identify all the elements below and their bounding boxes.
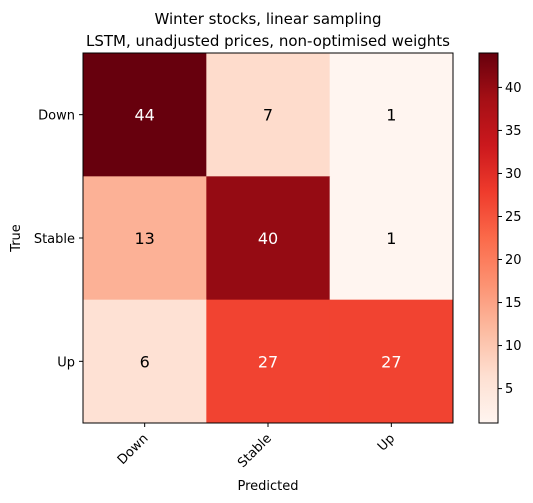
cell-value-label: 27	[381, 352, 401, 371]
cell-value-label: 13	[134, 229, 154, 248]
cell-value-label: 6	[140, 352, 150, 371]
heatmap-cell	[83, 53, 207, 177]
colorbar	[478, 52, 499, 424]
cell-value-label: 7	[263, 106, 273, 125]
heatmap-cell	[206, 299, 331, 424]
chart-title-line-1: Winter stocks, linear sampling	[154, 10, 381, 28]
heatmap-cell	[329, 299, 454, 424]
colorbar-ticks: 5 10 15 20 25 30 35 40	[498, 81, 522, 397]
colorbar-tick-label: 30	[505, 167, 522, 182]
cell-value-label: 1	[386, 229, 396, 248]
colorbar-tick-label: 20	[505, 253, 522, 268]
heatmap-cell	[206, 176, 331, 301]
heatmap-cell	[329, 53, 454, 177]
y-tick-label: Stable	[34, 232, 75, 247]
x-tick-label: Up	[375, 431, 398, 454]
heatmap-cell	[206, 53, 331, 177]
cell-value-label: 27	[258, 352, 278, 371]
heatmap-cell	[329, 176, 454, 301]
heatmap-cell	[83, 176, 207, 301]
colorbar-tick-label: 5	[505, 382, 513, 397]
x-tick-label: Stable	[235, 431, 275, 471]
x-tick-label: Down	[115, 431, 152, 468]
y-axis-ticks: Down Stable Up	[34, 109, 83, 370]
colorbar-tick-label: 35	[505, 124, 522, 139]
cell-value-label: 1	[386, 106, 396, 125]
colorbar-tick-label: 15	[505, 296, 522, 311]
x-axis-ticks: Down Stable Up	[115, 423, 398, 471]
colorbar-tick-label: 40	[505, 81, 522, 96]
heatmap-cells: 44 7 1 13 40 1 6 27 27	[83, 53, 454, 424]
colorbar-tick-label: 25	[505, 210, 522, 225]
y-axis-label: True	[9, 224, 24, 253]
y-tick-label: Down	[38, 109, 75, 124]
colorbar-tick-label: 10	[505, 339, 522, 354]
cell-value-label: 40	[258, 229, 278, 248]
x-axis-label: Predicted	[237, 479, 298, 494]
y-tick-label: Up	[57, 355, 75, 370]
heatmap-cell	[83, 299, 207, 424]
chart-title-line-2: LSTM, unadjusted prices, non-optimised w…	[86, 32, 450, 50]
cell-value-label: 44	[134, 106, 154, 125]
